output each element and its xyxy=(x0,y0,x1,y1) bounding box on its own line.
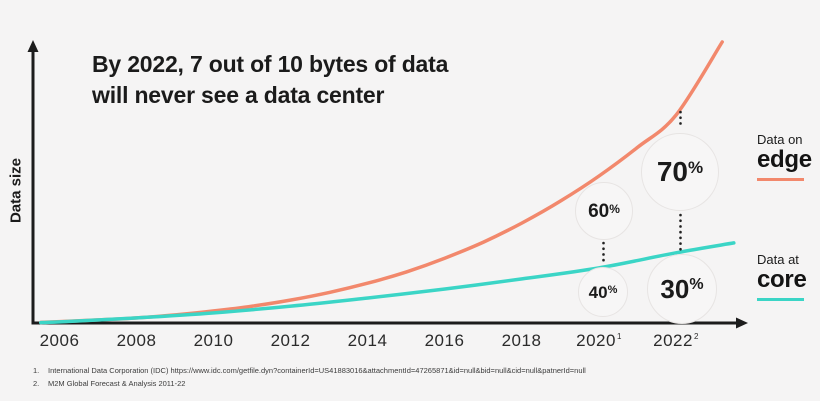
core-series-curve xyxy=(39,241,736,325)
chart-title-line2: will never see a data center xyxy=(92,82,385,108)
x-tick-2022: 20222 xyxy=(653,331,699,350)
legend-edge-underline xyxy=(757,178,804,181)
y-axis-label: Data size xyxy=(7,157,25,224)
legend-edge-prefix: Data on xyxy=(757,132,803,147)
x-tick-2010: 2010 xyxy=(193,331,234,350)
legend-edge: Data on edge xyxy=(757,132,820,181)
x-tick-2012: 2012 xyxy=(270,331,311,350)
bubble-core-2022: 30% xyxy=(647,254,717,324)
x-tick-2020: 20201 xyxy=(576,331,622,350)
legend-core-underline xyxy=(757,298,804,301)
bubble-edge-2022: 70% xyxy=(641,133,719,211)
footnote-2: 2. M2M Global Forecast & Analysis 2011-22 xyxy=(33,379,186,388)
footnote-1: 1. International Data Corporation (IDC) h… xyxy=(33,366,586,375)
x-tick-2014: 2014 xyxy=(347,331,388,350)
footnotes: 1. International Data Corporation (IDC) h… xyxy=(33,364,586,390)
x-axis-arrow-icon xyxy=(736,317,748,329)
legend-core-prefix: Data at xyxy=(757,252,799,267)
x-tick-2018: 2018 xyxy=(501,331,542,350)
bubble-edge-2020: 60% xyxy=(575,182,633,240)
bubble-core-2020: 40% xyxy=(578,267,628,317)
legend-core-name: core xyxy=(757,266,807,293)
x-tick-2008: 2008 xyxy=(116,331,157,350)
x-tick-2006: 2006 xyxy=(39,331,80,350)
legend-edge-name: edge xyxy=(757,146,812,173)
legend-core: Data at core xyxy=(757,252,820,301)
footnote-marker-2: 2 xyxy=(693,332,699,341)
chart-title: By 2022, 7 out of 10 bytes of data will … xyxy=(92,49,448,111)
footnote-marker-1: 1 xyxy=(616,332,622,341)
y-axis-arrow-icon xyxy=(27,40,39,52)
x-tick-2016: 2016 xyxy=(424,331,465,350)
chart-title-line1: By 2022, 7 out of 10 bytes of data xyxy=(92,51,449,77)
